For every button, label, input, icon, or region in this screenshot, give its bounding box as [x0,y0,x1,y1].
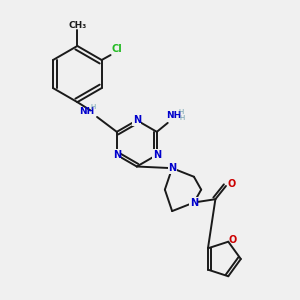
Text: H: H [178,109,184,115]
Text: O: O [228,179,236,189]
Text: H: H [180,115,185,121]
Text: O: O [228,235,236,245]
Text: N: N [153,150,161,160]
Text: CH₃: CH₃ [68,21,86,30]
Text: NH: NH [166,111,181,120]
Text: Cl: Cl [112,44,123,54]
Text: N: N [133,115,141,125]
Text: N: N [113,150,121,160]
Text: NH: NH [79,106,94,116]
Text: H: H [90,104,95,110]
Text: N: N [190,197,198,208]
Text: N: N [168,163,176,173]
